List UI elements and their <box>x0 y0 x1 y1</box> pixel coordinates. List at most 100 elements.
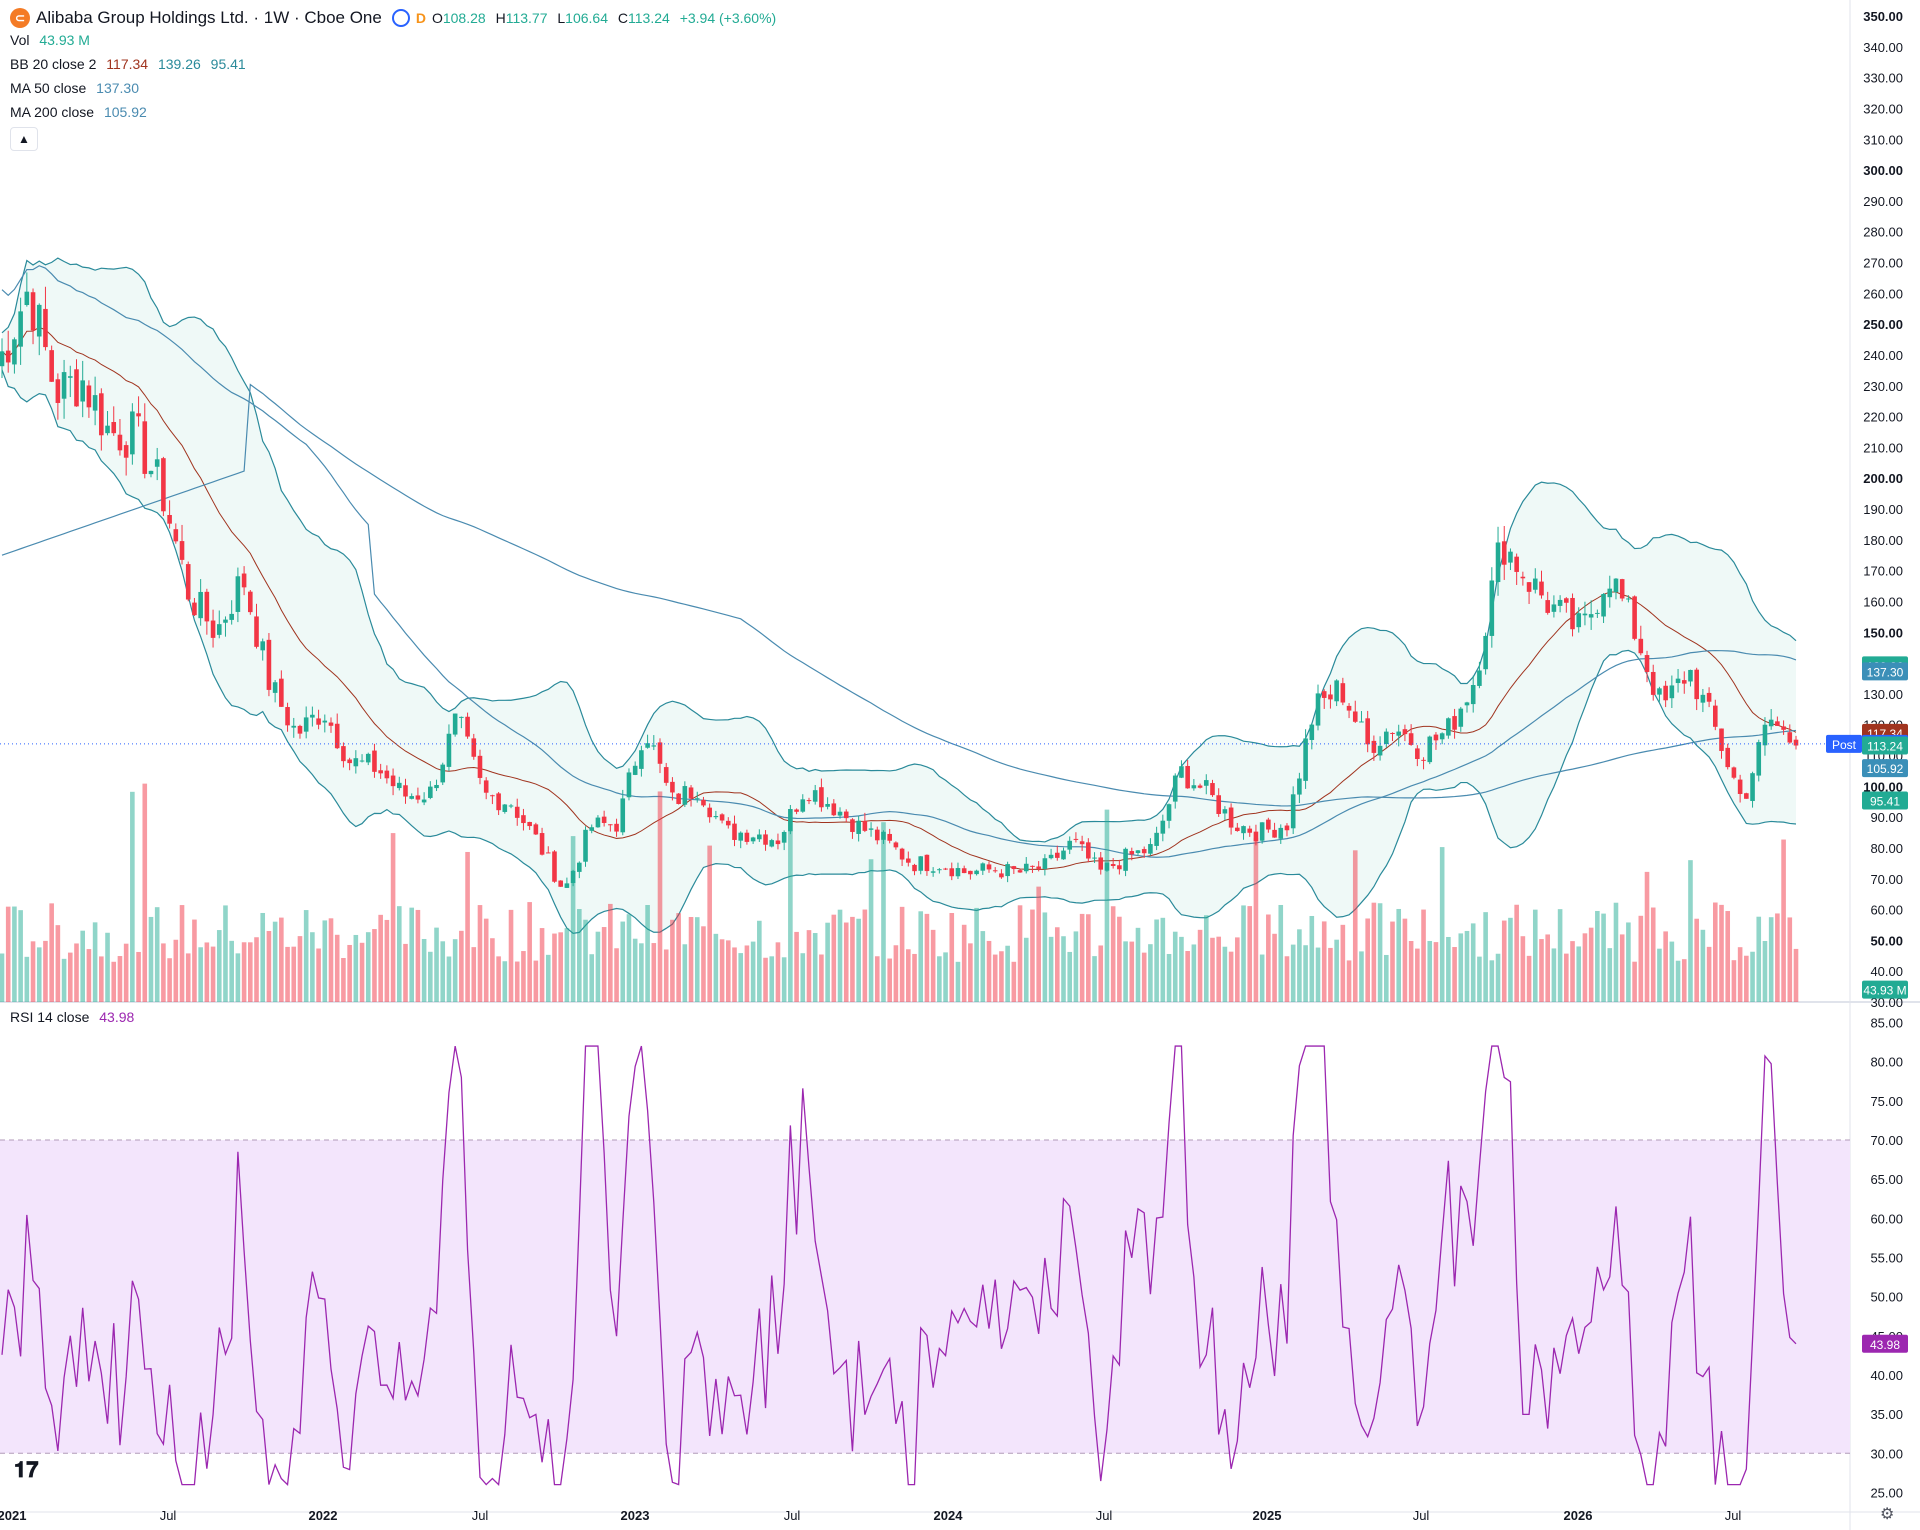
volume-bar <box>1352 850 1358 1002</box>
time-axis-label: 2022 <box>309 1508 338 1523</box>
candle-body <box>831 803 837 816</box>
candle <box>1415 745 1420 767</box>
ma50-label: MA 50 close <box>10 80 87 96</box>
candle <box>812 784 818 805</box>
candle-body <box>1613 578 1619 593</box>
candle-body <box>1266 819 1271 830</box>
candle-body <box>577 862 582 872</box>
candle <box>806 797 812 805</box>
candle <box>1781 720 1786 735</box>
price-axis-label: 80.00 <box>1870 841 1903 856</box>
candle-body <box>1166 804 1172 821</box>
volume-bar <box>1135 927 1141 1002</box>
candle-body <box>1402 729 1408 735</box>
candle-body <box>657 742 663 764</box>
candle-body <box>1222 809 1228 814</box>
candle <box>154 447 160 481</box>
volume-bar <box>980 931 986 1002</box>
candle-body <box>18 311 23 347</box>
exchange-badge-icon <box>391 9 410 27</box>
volume-bar <box>341 957 346 1002</box>
volume-bar <box>322 920 328 1002</box>
candle <box>12 337 17 374</box>
volume-bar <box>465 851 470 1002</box>
volume-bar <box>1688 860 1693 1002</box>
candle <box>1713 699 1718 731</box>
candle-body <box>713 816 719 818</box>
candle-body <box>639 750 644 769</box>
candle-body <box>1607 588 1613 598</box>
price-tag-box <box>1862 791 1908 810</box>
price-tag-box <box>1862 759 1908 778</box>
price-axis-label: 330.00 <box>1863 71 1903 86</box>
legend-bb[interactable]: BB 20 close 2 117.34 139.26 95.41 <box>10 56 252 72</box>
legend-volume[interactable]: Vol 43.93 M <box>10 32 96 48</box>
bb-label: BB 20 close 2 <box>10 56 97 72</box>
price-tag-text: 113.24 <box>1867 740 1903 754</box>
gear-icon[interactable]: ⚙ <box>1880 1506 1895 1523</box>
time-axis-label: 2023 <box>621 1508 650 1523</box>
volume-bar <box>1123 941 1128 1002</box>
candle <box>1272 822 1277 838</box>
legend-ma200[interactable]: MA 200 close 105.92 <box>10 104 153 120</box>
legend-ma50[interactable]: MA 50 close 137.30 <box>10 80 145 96</box>
candle-body <box>471 738 477 757</box>
candle-body <box>1030 865 1035 867</box>
candle-body <box>1477 670 1482 686</box>
time-axis-label: Jul <box>1096 1508 1113 1523</box>
candle <box>1626 595 1631 603</box>
price-axis-label: 30.00 <box>1870 995 1903 1010</box>
volume-bar <box>1520 936 1526 1002</box>
candle <box>74 359 79 407</box>
candle <box>980 862 986 875</box>
candle <box>1253 824 1259 846</box>
price-axis-label: 180.00 <box>1863 533 1903 548</box>
candle <box>167 500 172 529</box>
tradingview-logo-icon[interactable]: 𝟏𝟕 <box>14 1458 39 1483</box>
candle <box>322 714 328 733</box>
candle <box>1297 772 1302 804</box>
candle <box>260 638 266 661</box>
candle-body <box>1203 780 1209 786</box>
volume-bar <box>1564 953 1569 1002</box>
symbol-title[interactable]: Alibaba Group Holdings Ltd. · 1W · Cboe … <box>36 8 382 27</box>
volume-bar <box>421 938 427 1002</box>
candle-body <box>142 421 148 474</box>
volume-bar <box>1526 955 1532 1002</box>
candle-body <box>1110 864 1116 867</box>
candle <box>1346 703 1352 719</box>
time-axis-label: 2024 <box>934 1508 964 1523</box>
candle-body <box>794 809 799 812</box>
volume-bar <box>545 954 551 1002</box>
candle <box>223 616 228 637</box>
price-tag-text: 95.41 <box>1870 794 1900 808</box>
volume-bar <box>477 905 483 1002</box>
candle <box>1073 832 1079 843</box>
volume-bar <box>490 938 495 1002</box>
volume-bar <box>949 913 955 1002</box>
candle-body <box>1713 705 1718 727</box>
candle <box>55 373 61 420</box>
candle <box>763 830 768 851</box>
delay-flag: D <box>415 10 426 26</box>
volume-bar <box>837 909 843 1002</box>
candle-body <box>229 613 234 620</box>
price-axis-label: 300.00 <box>1863 163 1903 178</box>
volume-bar <box>285 946 290 1002</box>
candle <box>496 791 501 816</box>
candle <box>1030 865 1035 873</box>
candle-body <box>490 795 495 797</box>
volume-bar <box>1775 913 1780 1002</box>
legend-rsi[interactable]: RSI 14 close 43.98 <box>10 1009 140 1025</box>
chevron-up-icon[interactable]: ▲ <box>10 127 38 151</box>
candle <box>1408 724 1414 746</box>
candle <box>1427 735 1433 765</box>
volume-bar <box>682 944 688 1002</box>
candle-body <box>738 832 744 841</box>
volume-bar <box>1290 944 1296 1002</box>
volume-bar <box>651 943 657 1002</box>
candle-body <box>99 393 104 436</box>
volume-bar <box>279 917 284 1002</box>
volume-bar <box>1390 921 1395 1002</box>
